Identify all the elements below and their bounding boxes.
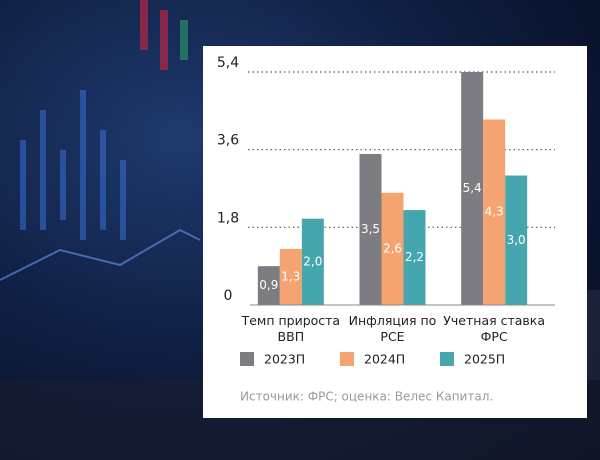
value-label: 3,0 <box>507 233 526 247</box>
bar <box>483 119 506 306</box>
bar <box>359 153 382 305</box>
y-tick-label: 0 <box>224 288 233 304</box>
value-label: 1,3 <box>281 269 300 283</box>
legend-swatch <box>440 352 454 366</box>
x-tick-label: Темп прироста ВВП <box>241 313 341 344</box>
bar <box>381 192 404 305</box>
legend-label: 2024П <box>364 352 405 367</box>
bar <box>505 175 528 305</box>
value-label: 0,9 <box>259 278 278 292</box>
x-tick-label: Учетная ставка ФРС <box>443 313 545 344</box>
bar <box>461 72 484 305</box>
legend-label: 2025П <box>464 352 505 367</box>
source-note: Источник: ФРС; оценка: Велес Капитал. <box>240 390 493 404</box>
value-label: 2,6 <box>383 241 402 255</box>
value-label: 3,5 <box>361 222 380 236</box>
y-tick-label: 5,4 <box>217 55 239 71</box>
bar <box>257 266 280 305</box>
value-label: 2,0 <box>303 254 322 268</box>
value-label: 5,4 <box>463 181 482 195</box>
bar <box>403 210 426 305</box>
legend-swatch <box>240 352 254 366</box>
value-label: 4,3 <box>485 205 504 219</box>
x-tick-label: Инфляция по PCE <box>348 313 437 344</box>
legend-label: 2023П <box>264 352 305 367</box>
y-tick-label: 3,6 <box>217 133 239 149</box>
value-label: 2,2 <box>405 250 424 264</box>
legend-swatch <box>340 352 354 366</box>
bar <box>301 218 324 305</box>
bar <box>279 248 302 305</box>
y-tick-label: 1,8 <box>217 210 239 226</box>
